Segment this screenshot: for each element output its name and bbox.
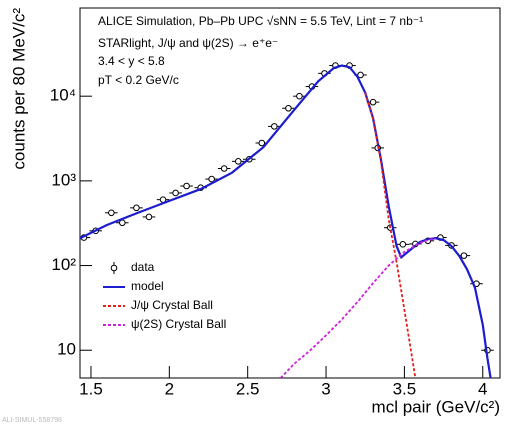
data-point	[172, 189, 179, 197]
legend-label: data	[131, 260, 155, 274]
x-axis-label: mcl pair (GeV/c²)	[372, 397, 500, 416]
watermark: ALI-SIMUL-558798	[2, 417, 62, 424]
y-tick-label: 10	[57, 340, 76, 359]
legend-label: J/ψ Crystal Ball	[131, 298, 213, 312]
x-tick-label: 2	[165, 379, 174, 398]
data-point	[460, 252, 468, 259]
x-tick-label: 3.5	[393, 379, 417, 398]
data-point	[399, 241, 407, 248]
y-tick-label: 10²	[51, 255, 76, 274]
x-tick-label: 1.5	[79, 379, 103, 398]
legend-label: model	[131, 279, 164, 293]
curve	[364, 92, 417, 378]
annotation: 3.4 < y < 5.8	[98, 54, 165, 68]
data-point	[208, 175, 215, 183]
legend-swatch	[110, 264, 118, 272]
annotation: ALICE Simulation, Pb–Pb UPC √sNN = 5.5 T…	[98, 14, 423, 28]
x-tick-label: 3	[321, 379, 330, 398]
y-tick-label: 10⁴	[50, 86, 76, 105]
data-point	[369, 98, 377, 106]
data-point	[220, 165, 228, 172]
data-point	[145, 213, 153, 221]
x-tick-label: 2.5	[236, 379, 260, 398]
data-point	[133, 204, 140, 212]
y-tick-label: 10³	[51, 170, 76, 189]
curve	[279, 237, 436, 378]
data-point	[258, 139, 266, 147]
plot-frame	[79, 7, 501, 379]
legend-label: ψ(2S) Crystal Ball	[131, 317, 226, 331]
annotation: pT < 0.2 GeV/c	[98, 73, 179, 87]
x-tick-label: 4	[478, 379, 487, 398]
plot-area	[80, 62, 494, 378]
data-point	[296, 92, 303, 100]
curve	[80, 64, 492, 378]
data-point	[357, 71, 364, 79]
annotation: STARlight, J/ψ and ψ(2S) → e⁺e⁻	[98, 36, 278, 50]
data-point	[108, 209, 115, 217]
data-point	[234, 158, 242, 165]
data-point	[183, 182, 190, 190]
data-point	[285, 104, 292, 112]
y-axis-label: counts per 80 MeV/c²	[9, 8, 28, 170]
data-point	[271, 123, 278, 130]
